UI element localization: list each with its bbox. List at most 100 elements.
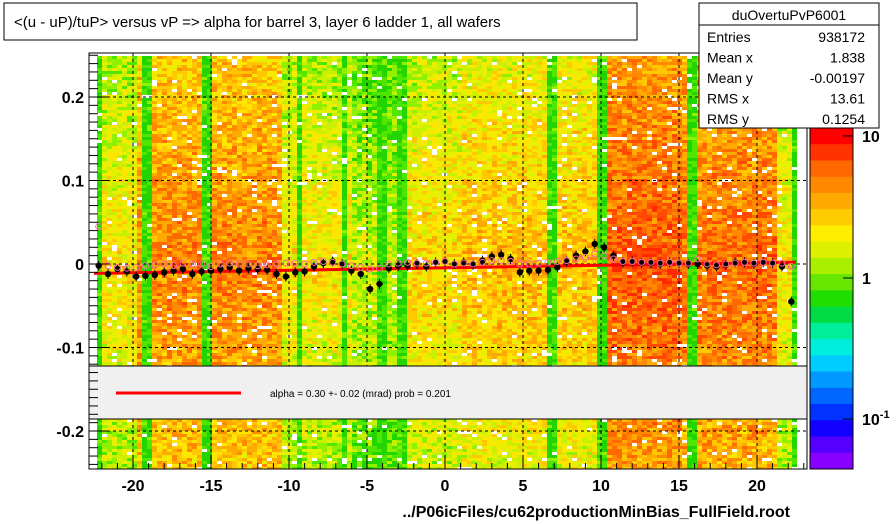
heatmap-cell (192, 275, 197, 278)
heatmap-cell (307, 203, 312, 206)
heatmap-cell (97, 446, 102, 449)
heatmap-cell (162, 338, 167, 341)
heatmap-cell (132, 188, 137, 191)
heatmap-cell (107, 218, 112, 221)
heatmap-cell (147, 71, 152, 74)
heatmap-cell (302, 122, 307, 125)
heatmap-cell (197, 191, 202, 194)
heatmap-cell (302, 284, 307, 287)
heatmap-cell (287, 188, 292, 191)
heatmap-cell (267, 227, 272, 230)
heatmap-cell (127, 188, 132, 191)
heatmap-cell (227, 74, 232, 77)
heatmap-cell (197, 116, 202, 119)
heatmap-cell (222, 236, 227, 239)
heatmap-cell (147, 161, 152, 164)
heatmap-cell (292, 341, 297, 344)
heatmap-cell (167, 146, 172, 149)
heatmap-cell (147, 116, 152, 119)
heatmap-cell (132, 197, 137, 200)
heatmap-cell (277, 296, 282, 299)
heatmap-cell (117, 338, 122, 341)
heatmap-cell (177, 311, 182, 314)
heatmap-cell (247, 146, 252, 149)
heatmap-cell (262, 287, 267, 290)
heatmap-cell (202, 314, 207, 317)
heatmap-cell (272, 56, 277, 59)
heatmap-cell (207, 74, 212, 77)
heatmap-cell (112, 83, 117, 86)
heatmap-cell (122, 464, 127, 467)
heatmap-cell (97, 230, 102, 233)
heatmap-cell (242, 242, 247, 245)
heatmap-cell (292, 80, 297, 83)
heatmap-cell (97, 218, 102, 221)
heatmap-cell (172, 62, 177, 65)
heatmap-cell (297, 89, 302, 92)
heatmap-cell (132, 299, 137, 302)
heatmap-cell (142, 452, 147, 455)
heatmap-cell (307, 329, 312, 332)
heatmap-cell (127, 191, 132, 194)
heatmap-cell (132, 173, 137, 176)
heatmap-cell (147, 164, 152, 167)
heatmap-cell (247, 284, 252, 287)
heatmap-cell (152, 62, 157, 65)
heatmap-cell (147, 314, 152, 317)
heatmap-cell (257, 299, 262, 302)
heatmap-cell (277, 230, 282, 233)
heatmap-cell (162, 419, 167, 422)
heatmap-cell (292, 152, 297, 155)
heatmap-cell (227, 239, 232, 242)
heatmap-cell (247, 209, 252, 212)
heatmap-cell (147, 233, 152, 236)
heatmap-cell (287, 338, 292, 341)
heatmap-cell (132, 101, 137, 104)
heatmap-cell (222, 74, 227, 77)
heatmap-cell (122, 140, 127, 143)
heatmap-cell (182, 320, 187, 323)
heatmap-cell (262, 152, 267, 155)
heatmap-cell (202, 92, 207, 95)
heatmap-cell (272, 446, 277, 449)
heatmap-cell (127, 233, 132, 236)
heatmap-cell (297, 164, 302, 167)
heatmap-cell (122, 311, 127, 314)
heatmap-cell (147, 260, 152, 263)
heatmap-cell (112, 149, 117, 152)
heatmap-cell (132, 224, 137, 227)
heatmap-cell (292, 299, 297, 302)
heatmap-cell (217, 209, 222, 212)
heatmap-cell (117, 251, 122, 254)
heatmap-cell (272, 359, 277, 362)
heatmap-cell (187, 101, 192, 104)
heatmap-cell (272, 149, 277, 152)
heatmap-cell (297, 458, 302, 461)
heatmap-cell (157, 224, 162, 227)
heatmap-cell (167, 110, 172, 113)
heatmap-cell (152, 443, 157, 446)
heatmap-cell (112, 98, 117, 101)
heatmap-cell (242, 59, 247, 62)
heatmap-cell (107, 425, 112, 428)
heatmap-cell (217, 284, 222, 287)
heatmap-cell (167, 455, 172, 458)
heatmap-cell (187, 197, 192, 200)
heatmap-cell (117, 419, 122, 422)
heatmap-cell (292, 227, 297, 230)
heatmap-cell (257, 242, 262, 245)
heatmap-cell (167, 302, 172, 305)
heatmap-cell (197, 449, 202, 452)
heatmap-cell (112, 170, 117, 173)
heatmap-cell (162, 290, 167, 293)
heatmap-cell (227, 149, 232, 152)
heatmap-cell (137, 281, 142, 284)
heatmap-cell (212, 158, 217, 161)
heatmap-cell (282, 188, 287, 191)
heatmap-cell (232, 251, 237, 254)
heatmap-cell (137, 335, 142, 338)
heatmap-cell (207, 305, 212, 308)
heatmap-cell (237, 422, 242, 425)
heatmap-cell (177, 101, 182, 104)
heatmap-cell (292, 104, 297, 107)
